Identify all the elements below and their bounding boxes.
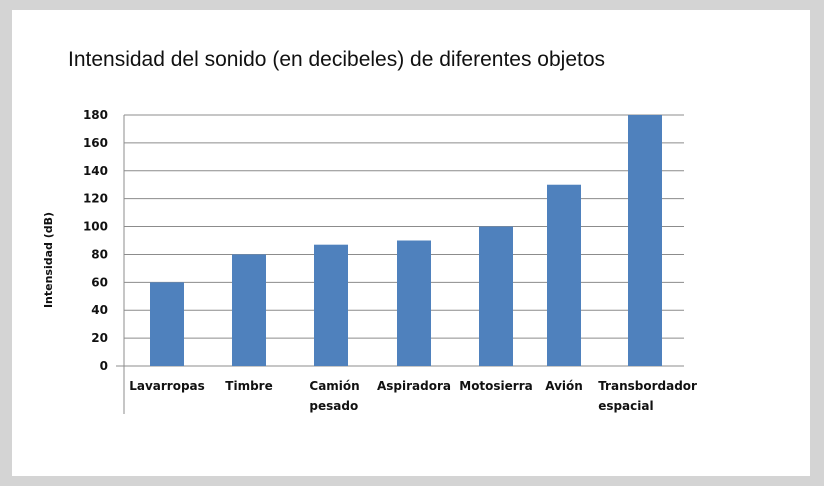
- bar: [150, 282, 184, 366]
- category-label: Transbordador espacial: [598, 379, 697, 413]
- bar: [314, 244, 348, 366]
- category-label: Aspiradora: [377, 379, 451, 393]
- y-tick-label: 60: [91, 275, 108, 289]
- bars: [150, 115, 662, 366]
- category-label-line: Motosierra: [459, 379, 533, 393]
- category-label-line: Aspiradora: [377, 379, 451, 393]
- category-label-line: Lavarropas: [129, 379, 205, 393]
- y-tick-labels: 0 20 40 60 80 100 120 140 160 180: [83, 108, 108, 373]
- category-label-line: espacial: [598, 399, 653, 413]
- y-tick-label: 160: [83, 136, 108, 150]
- bar: [397, 240, 431, 366]
- chart-title: Intensidad del sonido (en decibeles) de …: [68, 48, 605, 71]
- y-tick-label: 120: [83, 192, 108, 206]
- y-tick-label: 100: [83, 220, 108, 234]
- category-label-line: Transbordador: [598, 379, 697, 393]
- category-label-line: Camión: [309, 379, 359, 393]
- category-label-line: Avión: [545, 379, 583, 393]
- bar: [628, 115, 662, 366]
- bar: [547, 184, 581, 366]
- y-tick-label: 20: [91, 331, 108, 345]
- y-tick-label: 180: [83, 108, 108, 122]
- chart-panel: Intensidad del sonido (en decibeles) de …: [12, 10, 810, 476]
- y-tick-label: 0: [100, 359, 108, 373]
- category-label-line: pesado: [309, 399, 358, 413]
- category-label: Lavarropas: [129, 379, 205, 393]
- category-label: Motosierra: [459, 379, 533, 393]
- category-label: Avión: [545, 379, 583, 393]
- bar: [232, 254, 266, 366]
- category-label: Timbre: [225, 379, 272, 393]
- bar: [479, 226, 513, 366]
- y-tick-label: 80: [91, 247, 108, 261]
- bar-chart: Intensidad del sonido (en decibeles) de …: [42, 48, 697, 414]
- category-label: Camión pesado: [309, 379, 359, 413]
- category-label-line: Timbre: [225, 379, 272, 393]
- y-axis-label: Intensidad (dB): [42, 212, 55, 308]
- y-tick-label: 140: [83, 164, 108, 178]
- category-labels: Lavarropas Timbre Camión pesado Aspiradora Mo…: [129, 379, 697, 413]
- y-tick-label: 40: [91, 303, 108, 317]
